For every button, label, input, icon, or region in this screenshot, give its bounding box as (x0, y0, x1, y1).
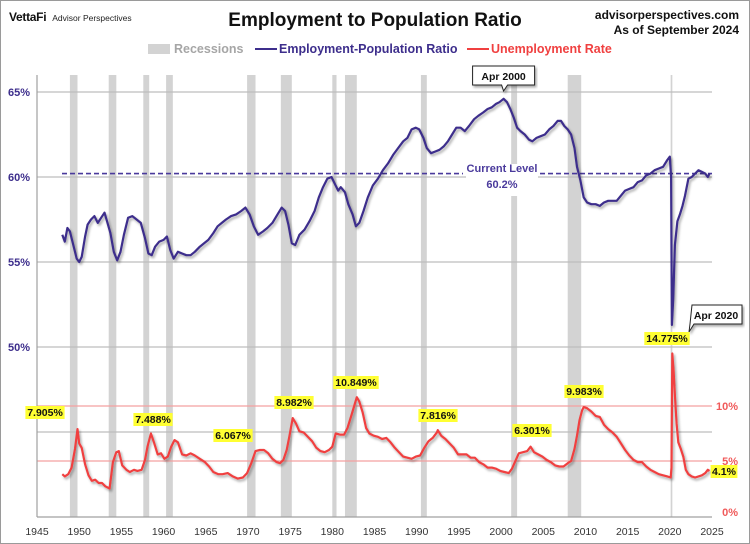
legend-item-unemployment: Unemployment Rate (467, 42, 612, 56)
x-tick-label: 1975 (278, 526, 302, 538)
x-tick-label: 2015 (616, 526, 640, 538)
peak-label-highlight (512, 424, 552, 437)
left-tick-label: 50% (8, 342, 30, 354)
legend-item-recessions: Recessions (148, 42, 243, 56)
peak-label: 6.067% (213, 429, 253, 442)
legend-label-unemployment: Unemployment Rate (491, 42, 612, 56)
peak-label-text: 14.775% (646, 333, 688, 345)
peak-label: 14.775% (644, 332, 690, 345)
peak-label-text: 10.849% (335, 377, 377, 389)
recession-band (166, 75, 173, 517)
left-tick-label: 65% (8, 87, 30, 99)
peak-label-highlight (133, 413, 173, 426)
recession-band (247, 75, 256, 517)
peak-label-highlight (274, 396, 314, 409)
x-tick-label: 2020 (658, 526, 682, 538)
source-info: advisorperspectives.com As of September … (595, 8, 739, 38)
callout-box (688, 304, 743, 333)
x-tick-label: 1980 (321, 526, 345, 538)
peak-label-text: 6.301% (514, 425, 550, 437)
peak-label-highlight (213, 429, 253, 442)
callout-box (472, 65, 536, 93)
right-tick-label: 10% (716, 401, 738, 413)
chart-title: Employment to Population Ratio (228, 10, 522, 31)
recession-band (344, 75, 357, 517)
as-of-date: As of September 2024 (613, 23, 739, 37)
legend: Recessions Employment-Population Ratio U… (0, 42, 750, 60)
peak-label: 7.905% (25, 406, 65, 419)
left-tick-label: 55% (8, 257, 30, 269)
x-tick-label: 1955 (110, 526, 134, 538)
legend-swatch-epop (255, 47, 277, 51)
x-tick-label: 2005 (532, 526, 556, 538)
recession-band (280, 75, 292, 517)
brand-subtitle: Advisor Perspectives (52, 13, 132, 23)
x-tick-label: 1995 (447, 526, 471, 538)
current-level-label-bg (466, 164, 538, 196)
legend-swatch-recessions (148, 44, 170, 54)
peak-label: 7.816% (418, 409, 458, 422)
peak-label-highlight (333, 376, 379, 389)
current-level-value: 60.2% (486, 179, 517, 191)
peak-label-highlight (25, 406, 65, 419)
x-tick-label: 2025 (700, 526, 724, 538)
callout-apr-2000: Apr 2000 (472, 65, 536, 93)
peak-label-text: 4.1% (712, 466, 737, 478)
peak-label-highlight (710, 465, 738, 478)
source-url: advisorperspectives.com (594, 8, 739, 22)
peak-label-text: 7.816% (420, 410, 456, 422)
recession-band (332, 75, 337, 517)
recession-band (420, 75, 427, 517)
right-tick-label: 0% (722, 507, 738, 519)
legend-item-epop: Employment-Population Ratio (255, 42, 457, 56)
annotations: Apr 2000 Apr 2020 7.905% 7.488% 6.067% 8.982%… (25, 65, 743, 478)
legend-label-epop: Employment-Population Ratio (279, 42, 458, 56)
legend-label-recessions: Recessions (174, 42, 244, 56)
peak-label-text: 7.488% (135, 414, 171, 426)
callout-label: Apr 2020 (694, 310, 739, 322)
x-tick-label: 1985 (363, 526, 387, 538)
peak-label-text: 8.982% (276, 397, 312, 409)
peak-label: 10.849% (333, 376, 379, 389)
series-lines (61, 97, 711, 490)
x-tick-label: 1960 (152, 526, 176, 538)
brand-name: VettaFi (9, 10, 47, 24)
x-tick-label: 2010 (574, 526, 598, 538)
axes: 50%55%60%65%0%5%10%1945 1950 1955 1960 1965 1… (8, 75, 738, 538)
x-tick-label: 1990 (405, 526, 429, 538)
unemployment-line (61, 352, 711, 490)
peak-label-highlight (644, 332, 690, 345)
gridlines (37, 91, 712, 462)
x-tick-label: 1970 (236, 526, 260, 538)
brand-logo: VettaFi Advisor Perspectives (9, 8, 132, 26)
peak-label: 9.983% (564, 385, 604, 398)
recession-band (108, 75, 117, 517)
peak-label-text: 6.067% (215, 430, 251, 442)
peak-label-highlight (564, 385, 604, 398)
current-level-line: Current Level 60.2% (62, 163, 712, 196)
x-tick-label: 1965 (194, 526, 218, 538)
epop-line (61, 97, 711, 326)
x-tick-label: 1945 (25, 526, 49, 538)
peak-label: 4.1% (710, 465, 738, 478)
callout-label: Apr 2000 (481, 71, 526, 83)
peak-label: 8.982% (274, 396, 314, 409)
recession-bands (69, 75, 673, 517)
recession-band (143, 75, 150, 517)
peak-label-text: 9.983% (566, 386, 602, 398)
current-level-label: Current Level (467, 163, 538, 175)
peak-label-highlight (418, 409, 458, 422)
x-tick-label: 1950 (68, 526, 92, 538)
peak-label: 6.301% (512, 424, 552, 437)
left-tick-label: 60% (8, 172, 30, 184)
legend-swatch-unemployment (467, 47, 489, 51)
callout-apr-2020: Apr 2020 (688, 304, 743, 333)
recession-band (69, 75, 78, 517)
recession-band (511, 75, 518, 517)
peak-label-text: 7.905% (27, 407, 63, 419)
peak-label: 7.488% (133, 413, 173, 426)
x-tick-label: 2000 (489, 526, 513, 538)
